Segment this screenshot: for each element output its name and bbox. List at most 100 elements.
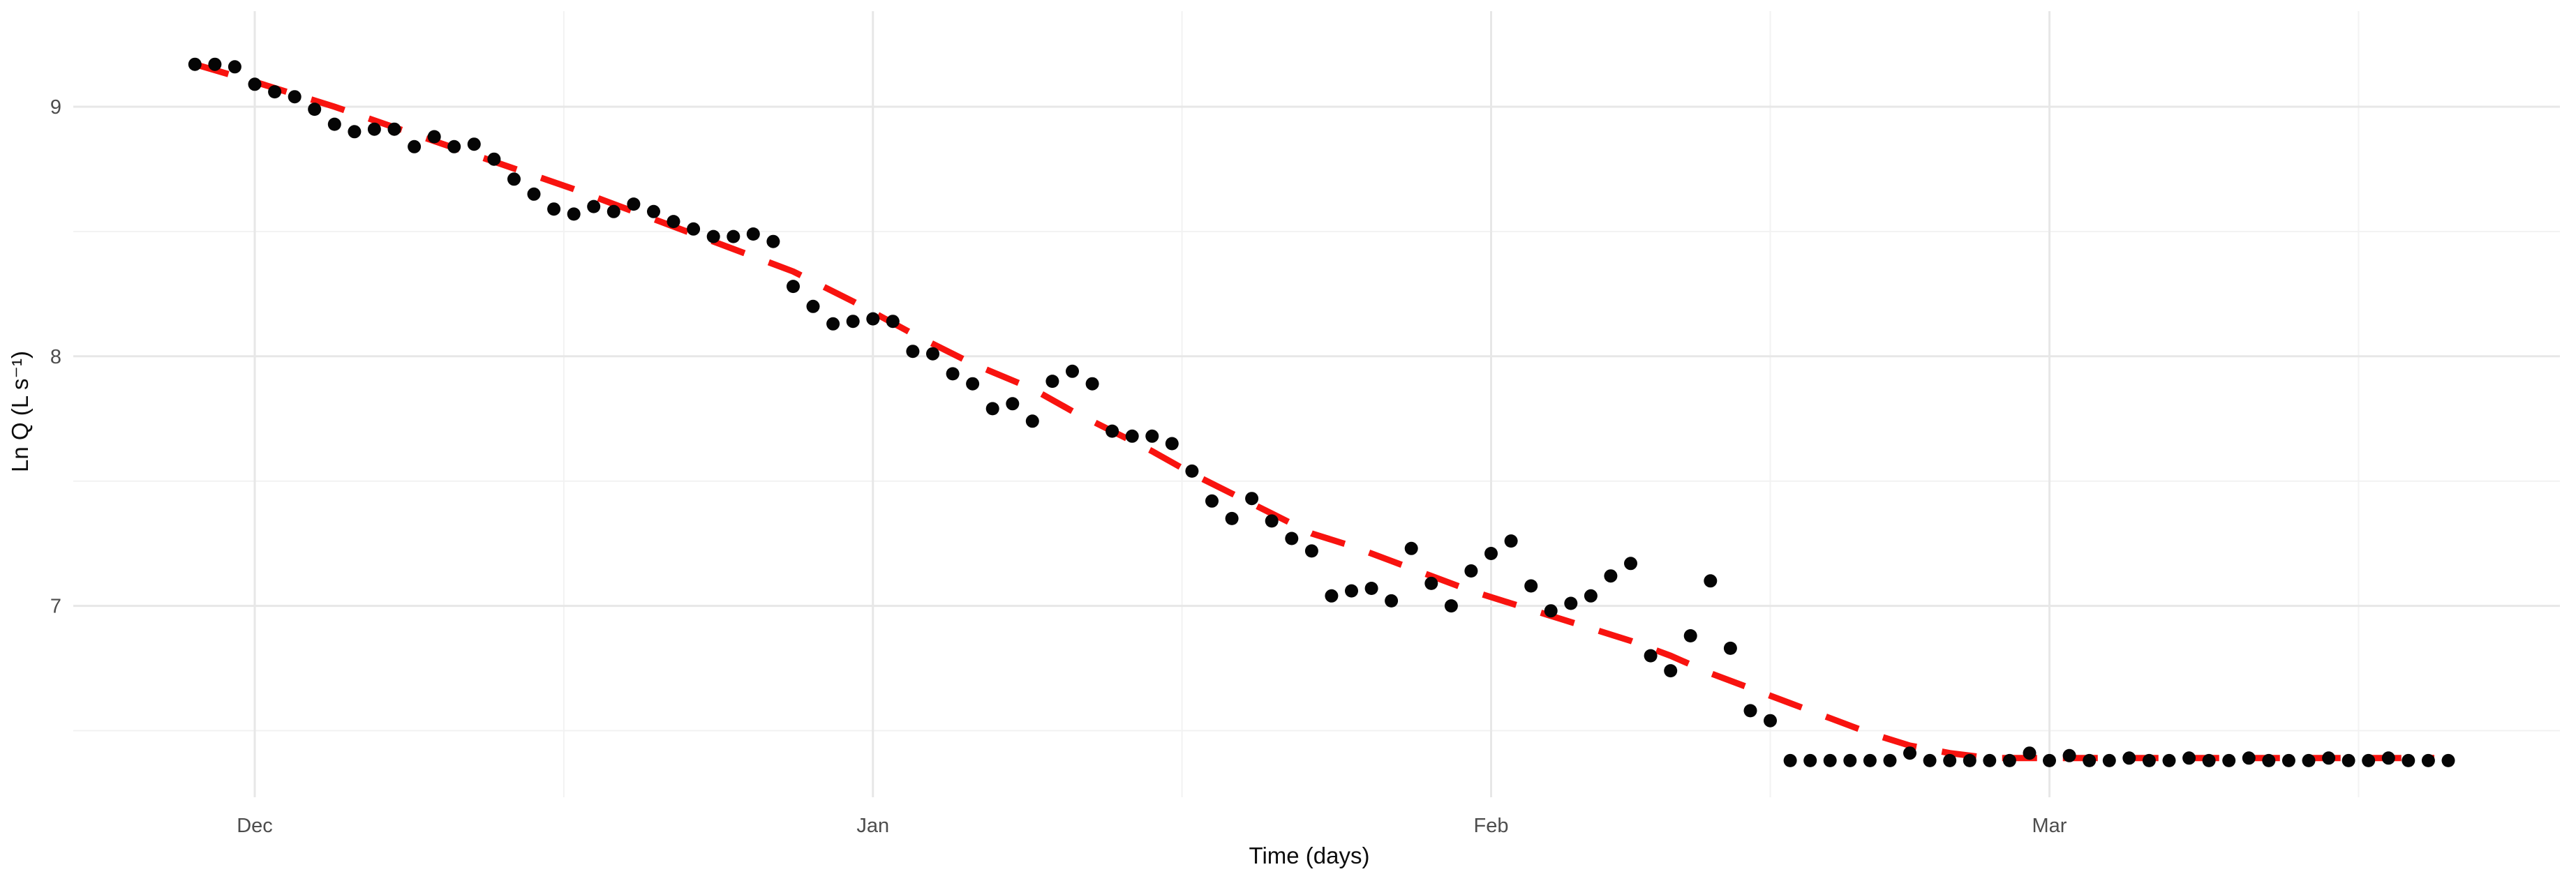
data-point (527, 187, 541, 201)
data-point (906, 345, 920, 359)
data-point (367, 122, 381, 136)
data-point (1385, 594, 1399, 608)
data-point (1803, 753, 1817, 767)
data-point (1145, 429, 1159, 443)
data-point (228, 60, 241, 74)
data-point (268, 85, 282, 99)
data-point (926, 347, 939, 361)
x-tick-label-mar: Mar (2032, 815, 2067, 837)
data-point (806, 299, 820, 313)
scatter-points-layer (188, 57, 2455, 767)
data-point (188, 57, 202, 71)
data-point (288, 90, 301, 104)
data-point (2381, 751, 2395, 765)
y-tick-label-7: 7 (50, 596, 61, 618)
data-point (1006, 397, 1020, 411)
data-point (1823, 753, 1837, 767)
data-point (1484, 547, 1498, 560)
data-point (1245, 492, 1259, 506)
data-point (2421, 753, 2435, 767)
data-point (2043, 753, 2056, 767)
data-point (1066, 364, 1079, 378)
data-point (1963, 753, 1976, 767)
data-point (846, 315, 860, 329)
data-point (886, 315, 900, 329)
data-point (1664, 664, 1678, 678)
data-point (727, 229, 740, 243)
data-point (1444, 599, 1458, 613)
data-point (1943, 753, 1957, 767)
data-point (1783, 753, 1797, 767)
data-point (1564, 596, 1578, 610)
data-point (248, 77, 262, 91)
data-point (1404, 541, 1418, 555)
data-point (1225, 511, 1239, 525)
data-point (667, 215, 680, 229)
data-point (2182, 751, 2196, 765)
data-point (627, 197, 641, 211)
data-point (547, 202, 561, 216)
data-point (2362, 753, 2376, 767)
data-point (687, 222, 701, 236)
data-point (2322, 751, 2336, 765)
data-point (2262, 753, 2276, 767)
minor-gridlines-layer (73, 11, 2560, 797)
data-point (308, 103, 322, 116)
data-point (1045, 375, 1059, 389)
data-point (1185, 464, 1199, 478)
data-point (826, 317, 840, 331)
data-point (1524, 579, 1538, 593)
data-point (1764, 714, 1777, 728)
data-point (467, 137, 481, 151)
data-point (2402, 753, 2415, 767)
y-tick-label-9: 9 (50, 96, 61, 119)
data-point (507, 172, 521, 186)
data-point (746, 227, 760, 241)
data-point (706, 229, 720, 243)
data-point (1345, 584, 1358, 598)
data-point (1265, 514, 1279, 528)
y-axis-title: Ln Q (L s⁻¹) (7, 351, 33, 472)
data-point (1105, 424, 1119, 438)
data-point (327, 117, 341, 131)
data-point (1025, 414, 1039, 428)
data-point (1983, 753, 1997, 767)
data-point (567, 207, 581, 221)
data-point (1085, 377, 1099, 391)
data-point (2222, 753, 2236, 767)
data-point (1683, 629, 1697, 642)
data-point (766, 234, 780, 248)
data-point (2162, 753, 2176, 767)
data-point (946, 367, 960, 381)
x-tick-label-dec: Dec (237, 815, 273, 837)
data-point (2102, 753, 2116, 767)
data-point (1364, 582, 1378, 595)
data-point (2083, 753, 2097, 767)
data-point (208, 57, 222, 71)
data-point (2202, 753, 2216, 767)
data-point (1843, 753, 1857, 767)
data-point (1544, 604, 1558, 618)
data-point (2342, 753, 2355, 767)
trend-line (194, 61, 2434, 762)
y-tick-label-8: 8 (50, 346, 61, 368)
data-point (1504, 534, 1518, 548)
data-point (1205, 494, 1219, 508)
data-point (587, 199, 601, 213)
data-point (1125, 429, 1139, 443)
data-point (2062, 748, 2076, 762)
data-point (1604, 569, 1618, 583)
data-point (487, 152, 501, 166)
data-point (1424, 576, 1438, 590)
data-point (348, 125, 362, 139)
data-point (1624, 557, 1637, 571)
data-point (387, 122, 401, 136)
data-point (1704, 574, 1718, 588)
data-point (1304, 544, 1318, 558)
data-point (2302, 753, 2316, 767)
data-point (966, 377, 980, 391)
data-point (427, 130, 441, 144)
trend-line-layer (194, 61, 2434, 762)
